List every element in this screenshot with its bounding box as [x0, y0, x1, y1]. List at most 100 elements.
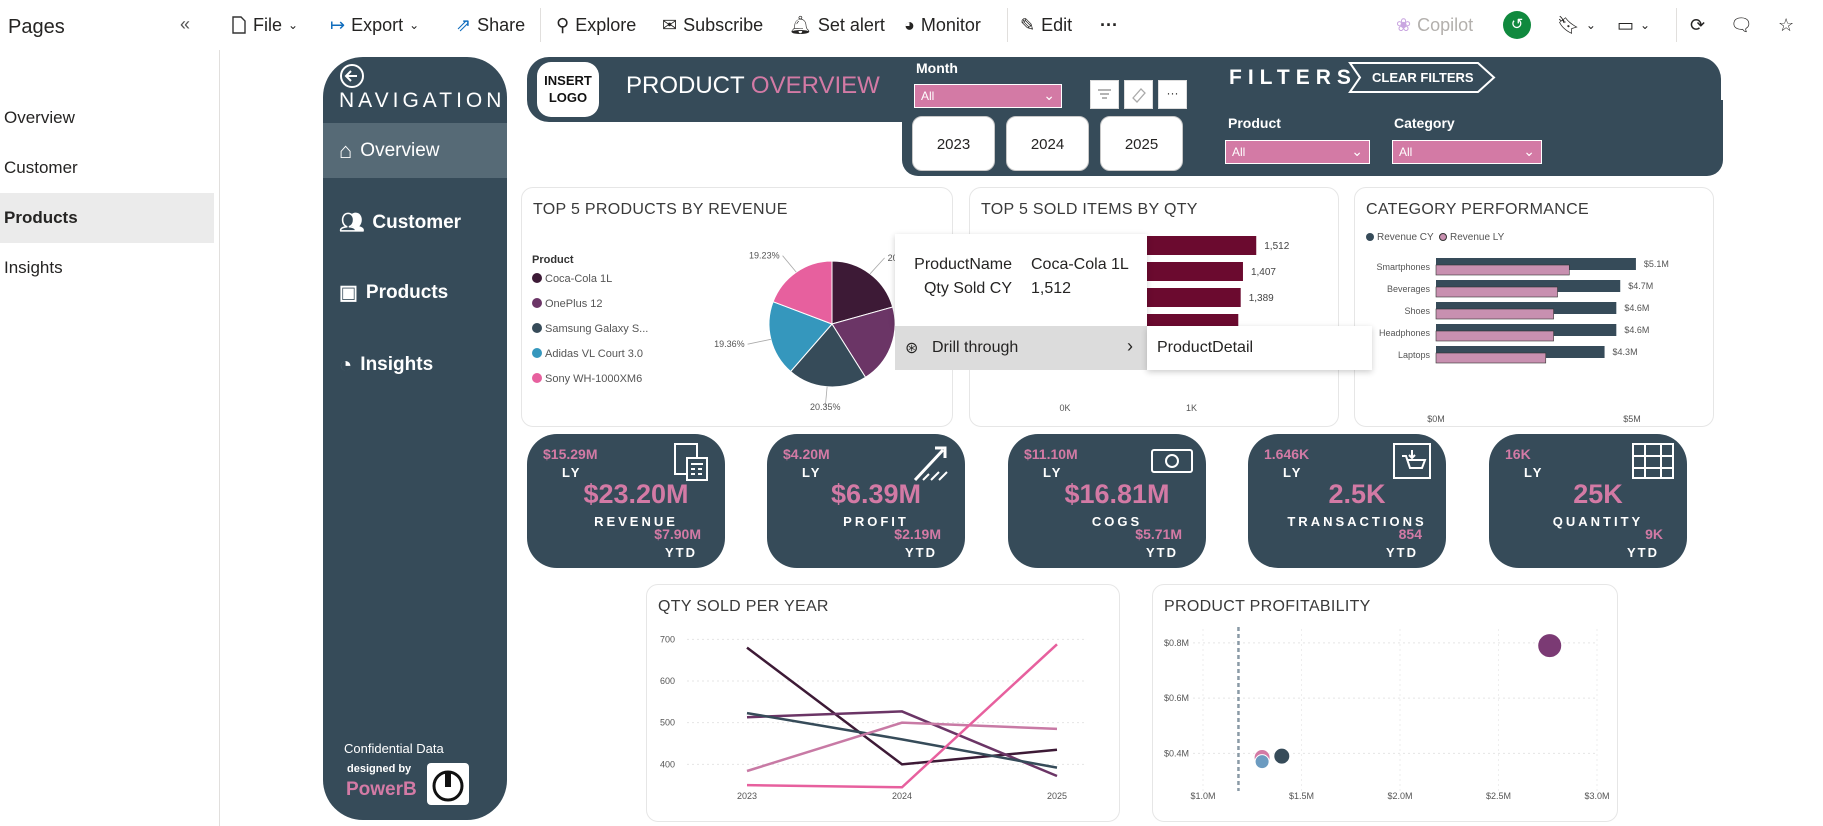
bar-ly[interactable]: [1435, 264, 1570, 276]
category-dropdown[interactable]: All ⌄: [1392, 140, 1542, 164]
page-item-insights[interactable]: Insights: [4, 258, 63, 277]
legend-item[interactable]: Adidas VL Court 3.0: [532, 348, 643, 360]
x-tick-label: 2024: [892, 791, 912, 801]
copilot-label: Copilot: [1417, 15, 1474, 35]
leader-line[interactable]: [782, 255, 797, 273]
page-item-customer[interactable]: Customer: [4, 158, 78, 177]
subscribe-button[interactable]: ✉ Subscribe: [662, 12, 763, 38]
explore-button[interactable]: ⚲ Explore: [556, 12, 636, 38]
export-icon: ↦: [330, 15, 346, 35]
page-item-overview[interactable]: Overview: [4, 108, 75, 127]
eraser-icon[interactable]: [1124, 80, 1153, 109]
kpi-card-transactions[interactable]: 1.646K LY 2.5K TRANSACTIONS 854 YTD: [1248, 434, 1446, 568]
nav-item-overview[interactable]: ⌂ Overview: [323, 123, 507, 178]
panel-title: QTY SOLD PER YEAR: [658, 598, 829, 615]
reset-icon[interactable]: ↺: [1503, 11, 1531, 39]
x-tick-label: $0M: [1427, 414, 1445, 424]
collapse-pages-icon[interactable]: «: [180, 14, 191, 34]
page-title: PRODUCT OVERVIEW: [626, 72, 880, 100]
scatter-point[interactable]: [1254, 754, 1270, 770]
monitor-button[interactable]: ◕ Monitor: [904, 12, 981, 38]
legend-item[interactable]: Revenue LY: [1439, 232, 1504, 243]
product-dropdown[interactable]: All ⌄: [1225, 140, 1370, 164]
copilot-button[interactable]: ❀ Copilot: [1396, 12, 1473, 38]
month-dropdown-value: All: [921, 89, 935, 103]
back-arrow-icon[interactable]: [339, 63, 365, 89]
pencil-icon: ✎: [1020, 15, 1036, 35]
year-button-2024[interactable]: 2024: [1006, 116, 1089, 171]
y-tick-label: 400: [660, 759, 675, 769]
year-button-2025[interactable]: 2025: [1100, 116, 1183, 171]
kpi-card-cogs[interactable]: $11.10M LY $16.81M COGS $5.71M YTD: [1008, 434, 1206, 568]
kpi-ytd-value: 854: [1398, 526, 1422, 542]
leader-line[interactable]: [869, 257, 885, 275]
view-icon[interactable]: ▭ ⌄: [1617, 15, 1651, 35]
kpi-card-quantity[interactable]: 16K LY 25K QUANTITY 9K YTD: [1489, 434, 1687, 568]
subscribe-icon: ✉: [662, 15, 678, 35]
kpi-ytd-label: YTD: [665, 545, 697, 560]
kpi-ly-label: LY: [1043, 465, 1063, 480]
bar-ly[interactable]: [1435, 286, 1558, 298]
legend-item[interactable]: Samsung Galaxy S...: [532, 323, 648, 335]
series-line[interactable]: [746, 721, 1058, 773]
bar-ly[interactable]: [1435, 308, 1554, 320]
series-line[interactable]: [746, 643, 1058, 789]
legend-item[interactable]: Coca-Cola 1L: [532, 273, 612, 285]
tooltip-key: ProductName: [914, 256, 1012, 273]
data-label: $5.1M: [1644, 259, 1669, 269]
nav-item-label: Insights: [360, 353, 434, 375]
edit-button[interactable]: ✎ Edit: [1020, 12, 1072, 38]
bar-ly[interactable]: [1435, 352, 1547, 364]
chevron-down-icon: ⌄: [1043, 87, 1055, 103]
page-item-products[interactable]: Products: [0, 193, 214, 243]
refresh-icon[interactable]: ⟳: [1690, 15, 1706, 35]
scatter-point[interactable]: [1273, 747, 1291, 765]
series-line[interactable]: [746, 710, 1058, 778]
leader-line[interactable]: [824, 386, 828, 407]
clear-filters-button[interactable]: CLEAR FILTERS: [1348, 61, 1496, 94]
share-button[interactable]: ⇗ Share: [456, 12, 525, 38]
filter-icon[interactable]: [1090, 80, 1119, 109]
line-chart[interactable]: 400 500 600 700 2023 2024 2025: [647, 621, 1121, 821]
file-menu[interactable]: File ⌄: [231, 12, 298, 38]
legend-item[interactable]: Revenue CY: [1366, 232, 1434, 243]
data-label: 20.35%: [810, 402, 841, 412]
nav-item-insights[interactable]: ◔ Insights: [323, 337, 507, 392]
scatter-chart[interactable]: $0.4M $0.6M $0.8M $1.0M $1.5M $2.0M $2.5M $3.0M: [1153, 621, 1619, 821]
nav-item-products[interactable]: ▣ Products: [323, 265, 507, 320]
x-tick-label: $2.5M: [1486, 791, 1511, 801]
nav-item-customer[interactable]: 👥︎ Customer: [323, 195, 507, 250]
month-dropdown[interactable]: All ⌄: [914, 84, 1062, 108]
year-button-2023[interactable]: 2023: [912, 116, 995, 171]
bar-ly[interactable]: [1435, 330, 1554, 342]
pie-slice[interactable]: [831, 260, 894, 325]
leader-line[interactable]: [747, 338, 771, 345]
series-line[interactable]: [746, 646, 1058, 766]
navigation-title: NAVIGATION: [339, 89, 506, 112]
legend-item[interactable]: Sony WH-1000XM6: [532, 373, 642, 385]
drill-target-menu-item[interactable]: ProductDetail: [1147, 326, 1372, 370]
kpi-ytd-value: $7.90M: [654, 526, 701, 542]
nav-item-label: Overview: [360, 139, 440, 161]
comment-icon[interactable]: 🗨︎: [1730, 15, 1753, 35]
pie-slice[interactable]: [789, 323, 867, 388]
legend-item[interactable]: OnePlus 12: [532, 298, 602, 310]
bar-chart[interactable]: Smartphones $5.1M Beverages $4.7M Shoes $4.6M…: [1355, 248, 1715, 428]
pages-panel-title: Pages: [8, 16, 65, 38]
pie-chart[interactable]: 20.6620.35%19.36%19.23%: [682, 228, 952, 428]
toolbar-divider: [540, 8, 541, 42]
pie-slice[interactable]: [772, 260, 833, 325]
kpi-card-profit[interactable]: $4.20M LY $6.39M PROFIT $2.19M YTD: [767, 434, 965, 568]
drill-through-menu-item[interactable]: ⊛ Drill through ›: [895, 326, 1147, 370]
series-line[interactable]: [746, 711, 1058, 769]
product-slicer-label: Product: [1228, 115, 1281, 131]
scatter-point[interactable]: [1537, 633, 1563, 659]
bookmark-icon[interactable]: 🔖︎ ⌄: [1557, 15, 1596, 35]
pie-slice[interactable]: [831, 306, 896, 379]
set-alert-button[interactable]: 🔔︎ Set alert: [789, 12, 885, 38]
kpi-card-revenue[interactable]: $15.29M LY $23.20M REVENUE $7.90M YTD: [527, 434, 725, 568]
favorite-star-icon[interactable]: ☆: [1778, 15, 1795, 35]
export-menu[interactable]: ↦ Export ⌄: [330, 12, 419, 38]
more-options-icon[interactable]: ···: [1158, 80, 1187, 109]
more-options-button[interactable]: ···: [1100, 15, 1118, 35]
